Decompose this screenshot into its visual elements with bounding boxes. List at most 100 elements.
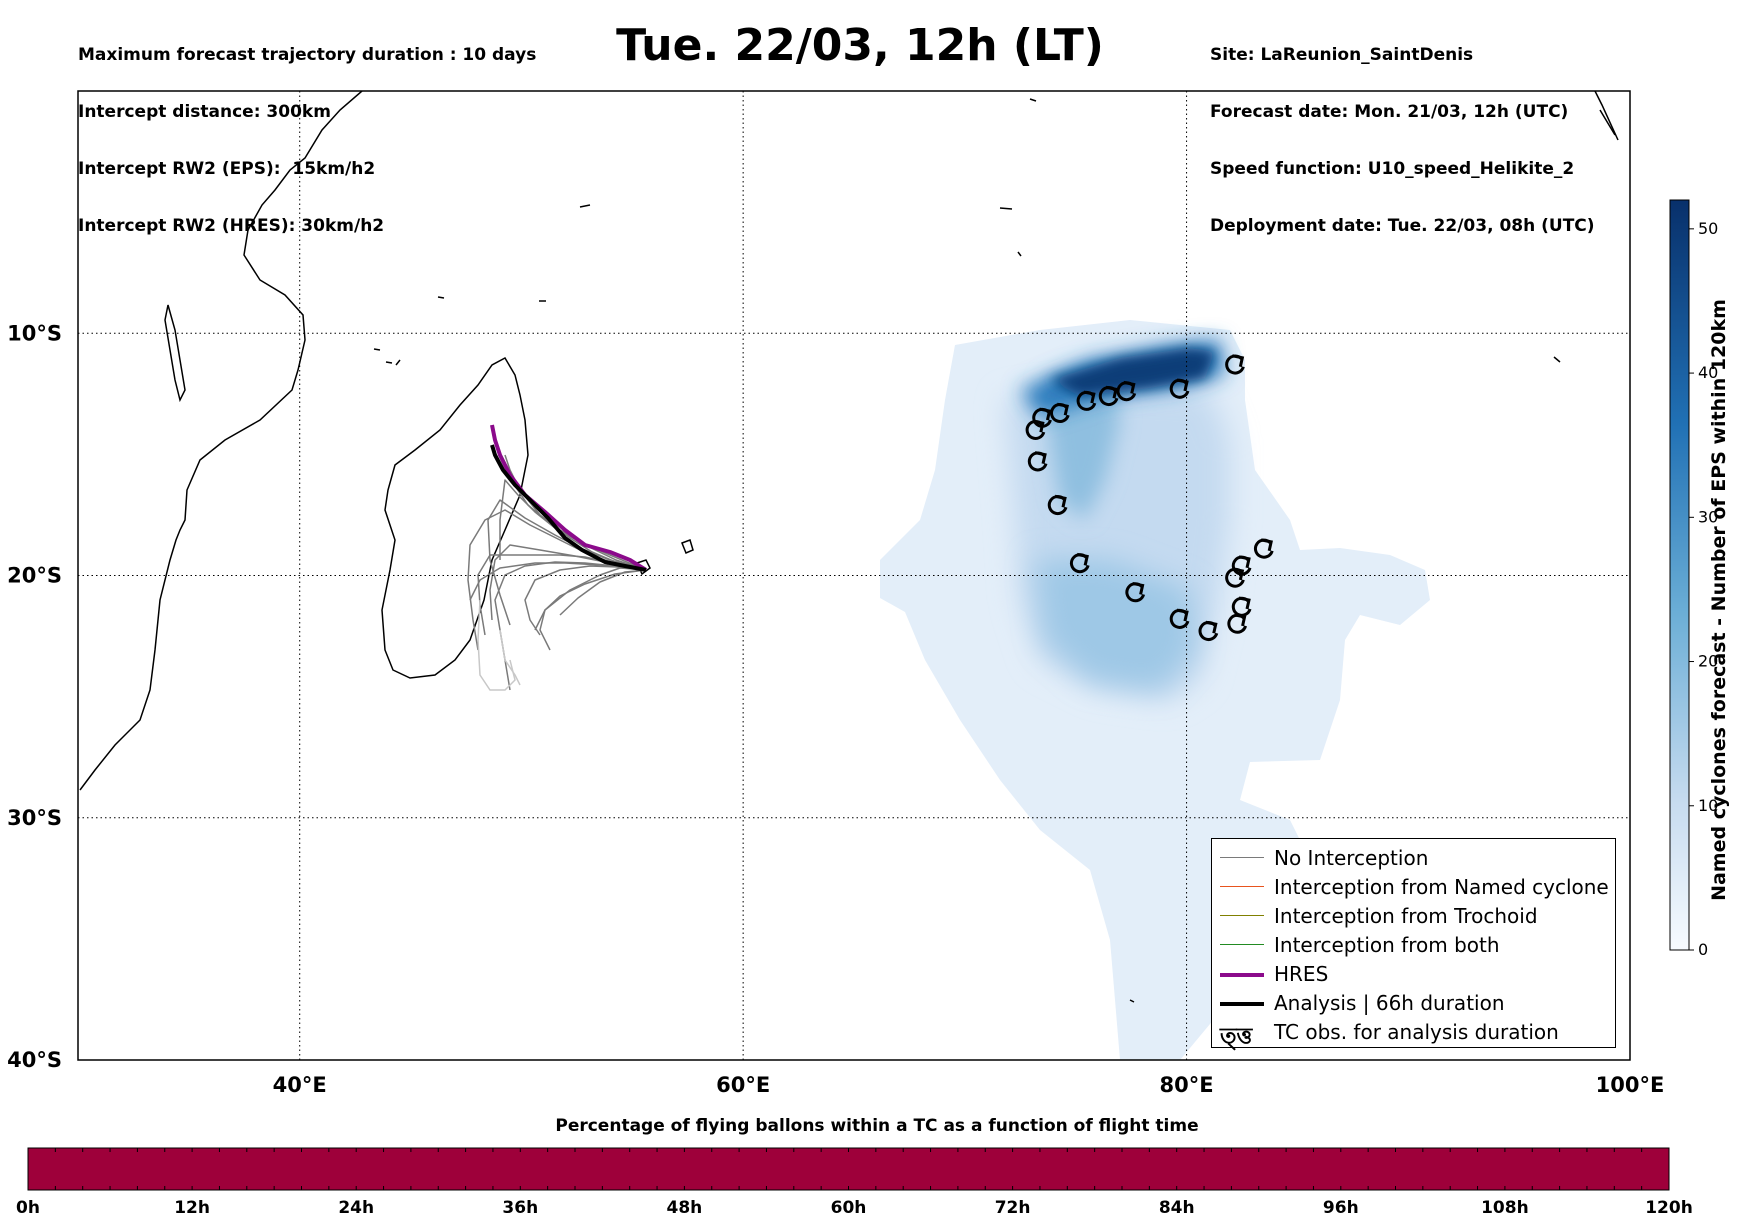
time-tick-label: 72h xyxy=(995,1198,1031,1218)
trajectory xyxy=(534,567,647,631)
time-tick-label: 96h xyxy=(1323,1198,1359,1218)
legend-label: HRES xyxy=(1274,962,1329,986)
coastline-comoros xyxy=(373,348,401,366)
vertical-colorbar-ticks: 0 10 20 30 40 50 xyxy=(1689,219,1718,959)
tc-obs-icon xyxy=(1231,596,1252,617)
colorbar-tick-label: 30 xyxy=(1698,507,1718,526)
tc-obs-icon xyxy=(1069,552,1090,574)
coastline-seychelles xyxy=(437,204,591,302)
trajectory xyxy=(524,565,647,636)
header-right-line: Site: LaReunion_SaintDenis xyxy=(1210,45,1474,65)
legend-swatch xyxy=(1220,944,1264,945)
trajectory xyxy=(504,454,647,571)
legend-label: Interception from Trochoid xyxy=(1274,904,1538,928)
tc-observation-markers xyxy=(1025,354,1274,641)
header-left-line: Intercept distance: 300km xyxy=(78,102,331,122)
time-tick-label: 108h xyxy=(1481,1198,1529,1218)
legend-swatch xyxy=(1220,857,1264,858)
lon-tick-labels: 40°E 60°E 80°E 100°E xyxy=(273,1073,1665,1097)
tc-obs-icon xyxy=(1025,419,1046,440)
header-right-line: Speed function: U10_speed_Helikite_2 xyxy=(1210,159,1575,179)
density-layer-3 xyxy=(1035,560,1195,690)
legend-label: TC obs. for analysis duration xyxy=(1274,1020,1559,1044)
lat-tick-label: 20°S xyxy=(7,564,62,588)
legend-swatch xyxy=(1220,886,1264,887)
header-right-info: Site: LaReunion_SaintDenis Forecast date… xyxy=(1210,8,1595,255)
coastline-sumatra-edge xyxy=(1594,91,1619,141)
tc-obs-icon xyxy=(1050,402,1070,423)
horizontal-colorbar-ticks: 0h 12h 24h 36h 48h 60h 72h 84h 96h 108h 120h xyxy=(16,1148,1693,1218)
tc-obs-icon xyxy=(1231,555,1252,576)
trajectory xyxy=(539,569,647,651)
map-frame xyxy=(77,90,1631,1061)
colorbar-tick-label: 50 xyxy=(1698,219,1718,238)
trajectory-faint xyxy=(499,629,521,686)
lat-tick-label: 10°S xyxy=(7,321,62,345)
vertical-colorbar-label: Named cyclones forecast - Number of EPS … xyxy=(1708,299,1730,901)
coastline-africa xyxy=(79,91,363,791)
header-right-line: Forecast date: Mon. 21/03, 12h (UTC) xyxy=(1210,102,1569,122)
time-tick-label: 36h xyxy=(502,1198,538,1218)
header-left-line: Maximum forecast trajectory duration : 1… xyxy=(78,45,537,65)
vertical-colorbar xyxy=(1669,199,1690,951)
time-tick-label: 60h xyxy=(831,1198,867,1218)
legend-item-named-cyclone: Interception from Named cyclone xyxy=(1212,874,1615,900)
legend-item-analysis: Analysis | 66h duration xyxy=(1212,990,1615,1016)
tc-obs-icon xyxy=(1125,581,1146,603)
colorbar-tick-label: 20 xyxy=(1698,652,1718,671)
main-title: Tue. 22/03, 12h (LT) xyxy=(616,20,1104,71)
time-tick-label: 84h xyxy=(1159,1198,1195,1218)
legend-swatch xyxy=(1220,915,1264,916)
tc-obs-icon xyxy=(1169,608,1190,629)
trajectory xyxy=(494,561,647,691)
time-tick-label: 120h xyxy=(1645,1198,1693,1218)
hres-trajectory xyxy=(490,424,648,572)
colorbar-tick-label: 0 xyxy=(1698,940,1708,959)
trajectory xyxy=(559,569,647,616)
trajectory xyxy=(469,562,647,601)
map-content xyxy=(79,91,1619,1060)
legend-label: Analysis | 66h duration xyxy=(1274,991,1505,1015)
trajectories-no-interception xyxy=(467,454,647,691)
lon-tick-label: 60°E xyxy=(716,1073,770,1097)
density-layer-6 xyxy=(1050,348,1215,396)
cyclone-density-field xyxy=(880,320,1430,1060)
tc-obs-icon xyxy=(1169,378,1190,399)
time-tick-label: 0h xyxy=(16,1198,40,1218)
horizontal-colorbar xyxy=(27,1147,1670,1191)
time-tick-label: 48h xyxy=(667,1198,703,1218)
tc-obs-icon xyxy=(1098,385,1119,407)
trajectories-faint xyxy=(477,599,521,691)
legend-label: No Interception xyxy=(1274,846,1429,870)
tc-obs-icon xyxy=(1116,380,1137,402)
legend-item-trochoid: Interception from Trochoid xyxy=(1212,903,1615,929)
tc-obs-icon xyxy=(1027,451,1048,472)
lat-tick-labels: 10°S 20°S 30°S 40°S xyxy=(7,321,62,1072)
coastlines xyxy=(79,91,1619,1003)
lon-tick-label: 40°E xyxy=(273,1073,327,1097)
tc-symbol-icon: ত্ত্ত xyxy=(1220,1024,1253,1049)
legend-label: Interception from both xyxy=(1274,933,1500,957)
colorbar-tick-label: 40 xyxy=(1698,363,1718,382)
time-tick-label: 12h xyxy=(174,1198,210,1218)
lon-tick-label: 80°E xyxy=(1160,1073,1214,1097)
coastline-small-islands xyxy=(999,98,1616,1003)
header-left-line: Intercept RW2 (HRES): 30km/h2 xyxy=(78,216,385,236)
tc-obs-icon xyxy=(1198,620,1219,641)
tc-obs-icon xyxy=(1254,538,1274,559)
time-tick-label: 24h xyxy=(338,1198,374,1218)
lon-tick-label: 100°E xyxy=(1596,1073,1665,1097)
tc-obs-icon xyxy=(1225,354,1245,375)
horizontal-colorbar-title: Percentage of flying ballons within a TC… xyxy=(555,1116,1199,1136)
legend-swatch xyxy=(1220,973,1264,977)
tc-obs-icon xyxy=(1047,494,1068,516)
legend-swatch xyxy=(1220,1002,1264,1006)
legend-item-hres: HRES xyxy=(1212,961,1615,987)
trajectory-faint xyxy=(477,599,516,691)
coastline-mauritius xyxy=(681,539,694,554)
legend-item-tc-obs: ত্ত্ত TC obs. for analysis duration xyxy=(1212,1019,1615,1049)
header-left-info: Maximum forecast trajectory duration : 1… xyxy=(78,8,536,255)
tc-obs-icon xyxy=(1076,390,1097,411)
header-left-line: Intercept RW2 (EPS): 15km/h2 xyxy=(78,159,376,179)
